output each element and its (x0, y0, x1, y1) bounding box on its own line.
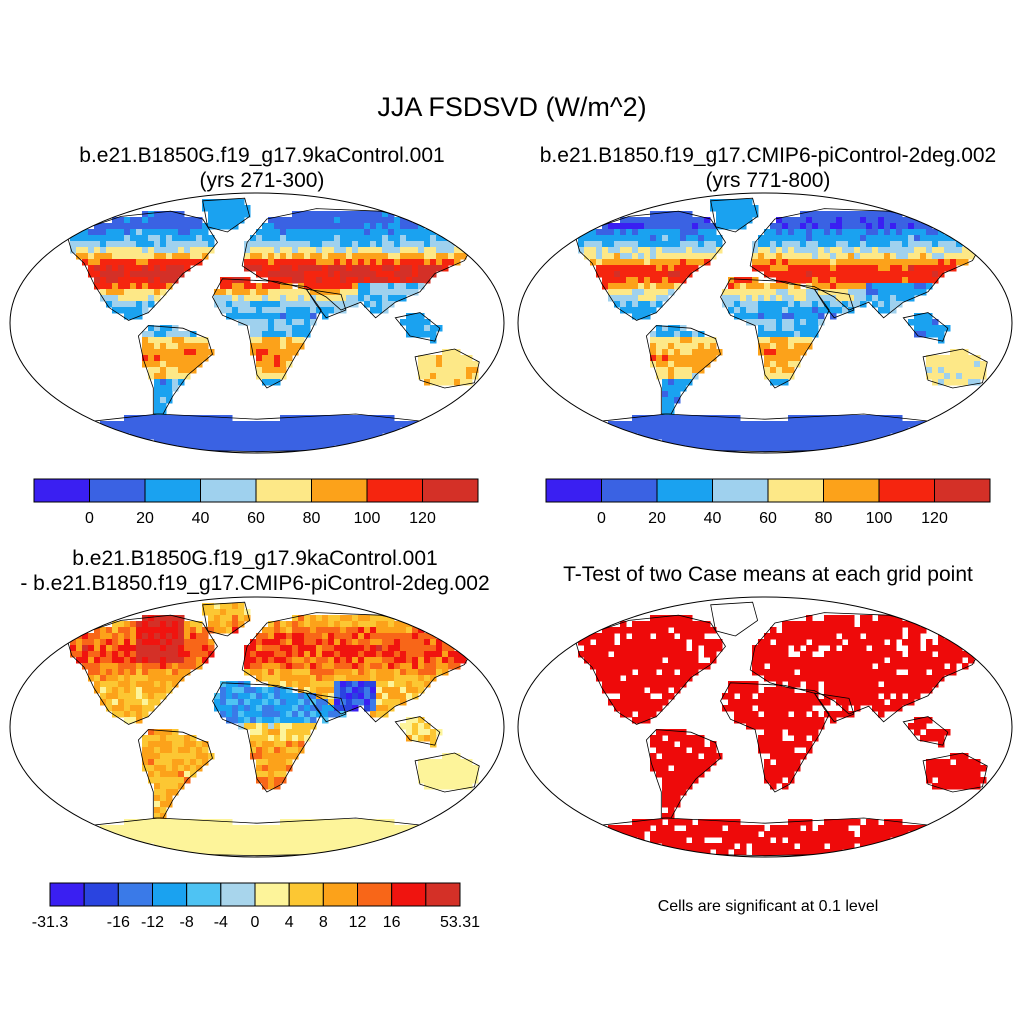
colorbar-case1-tick-label: 20 (136, 510, 154, 527)
panel-title-case2: b.e21.B1850.f19_g17.CMIP6-piControl-2deg… (512, 143, 1024, 193)
colorbar-case2-tick-label: 40 (704, 510, 722, 527)
panel-title-difference: b.e21.B1850G.f19_g17.9kaControl.001 - b.… (0, 546, 550, 596)
colorbar-case2-swatch (878, 478, 935, 503)
colorbar-case1-tick-label: 40 (192, 510, 210, 527)
colorbar-case1-tick-label: 120 (409, 510, 436, 527)
colorbar-difference-tick-label: -12 (141, 914, 164, 931)
panel-title-case1-line2: (yrs 271-300) (199, 169, 325, 192)
colorbar-case2-swatch (934, 478, 991, 503)
colorbar-difference-tick-label: -31.3 (32, 914, 69, 931)
colorbar-difference-swatch (83, 882, 119, 907)
significance-note: Cells are significant at 0.1 level (657, 898, 879, 915)
colorbar-difference-tick-label: 16 (383, 914, 401, 931)
colorbar-case1-swatch (255, 478, 312, 503)
colorbar-case1-swatch (422, 478, 479, 503)
colorbar-difference-swatch (117, 882, 154, 907)
map-case2-field (578, 199, 987, 452)
colorbar-case1-swatch (366, 478, 423, 503)
map-ttest-field (578, 615, 987, 856)
map-case1 (9, 192, 505, 454)
map-difference-border (9, 596, 505, 858)
colorbar-case2-tick-label: 80 (815, 510, 833, 527)
colorbar-difference-swatch (220, 882, 256, 907)
colorbar-case2-tick-label: 60 (759, 510, 777, 527)
colorbar-case1-tick-label: 100 (354, 510, 381, 527)
colorbar-case1-tick-label: 80 (303, 510, 321, 527)
colorbar-difference-tick-label: 0 (251, 914, 260, 931)
map-case2-border (517, 192, 1013, 454)
colorbar-case1-swatch (89, 478, 146, 503)
colorbar-difference-swatch (357, 882, 393, 907)
colorbar-difference-tick-label: -8 (180, 914, 194, 931)
colorbar-case2-swatch (545, 478, 602, 503)
colorbar-case1-tick-label: 0 (85, 510, 94, 527)
colorbar-difference-tick-label: -4 (214, 914, 228, 931)
colorbar-case1-tick-label: 60 (247, 510, 265, 527)
colorbar-case2-swatch (823, 478, 880, 503)
map-case1-border (9, 192, 505, 454)
colorbar-case2-tick-label: 20 (648, 510, 666, 527)
panel-title-case2-line1: b.e21.B1850.f19_g17.CMIP6-piControl-2deg… (539, 144, 997, 167)
colorbar-difference-tick-label: 8 (319, 914, 328, 931)
colorbar-difference-tick-label: 12 (349, 914, 367, 931)
colorbar-difference: -31.3 -16 -12 -8 -4 0 4 8 12 16 53.31 (32, 882, 480, 931)
colorbar-difference-swatch (186, 882, 222, 907)
panel-title-ttest: T-Test of two Case means at each grid po… (563, 563, 973, 586)
panel-title-difference-line1: b.e21.B1850G.f19_g17.9kaControl.001 (72, 547, 438, 570)
colorbar-case2-swatch (656, 478, 713, 503)
colorbar-case1-swatch (144, 478, 201, 503)
colorbar-difference-swatch (152, 882, 188, 907)
map-case2 (517, 192, 1013, 454)
colorbar-case2-tick-label: 120 (921, 510, 948, 527)
colorbar-case2: 0 20 40 60 80 100 120 (545, 478, 991, 527)
colorbar-case1-swatch (311, 478, 368, 503)
map-ttest (517, 596, 1013, 858)
colorbar-difference-tick-label: 4 (285, 914, 294, 931)
colorbar-case2-swatch (767, 478, 824, 503)
panel-title-case1-line1: b.e21.B1850G.f19_g17.9kaControl.001 (79, 144, 445, 167)
colorbar-difference-swatch (391, 882, 427, 907)
colorbar-case2-tick-label: 100 (866, 510, 893, 527)
map-ttest-border (517, 596, 1013, 858)
map-case1-field (70, 199, 479, 452)
map-difference-field (70, 603, 479, 856)
colorbar-difference-swatch (49, 882, 85, 907)
panel-title-difference-line2: - b.e21.B1850.f19_g17.CMIP6-piControl-2d… (20, 572, 490, 595)
colorbar-case2-tick-label: 0 (597, 510, 606, 527)
panel-title-case1: b.e21.B1850G.f19_g17.9kaControl.001 (yrs… (12, 143, 512, 193)
colorbar-difference-swatch (425, 882, 461, 907)
figure-title: JJA FSDSVD (W/m^2) (377, 92, 647, 122)
colorbar-difference-swatch (322, 882, 359, 907)
colorbar-case1: 0 20 40 60 80 100 120 (33, 478, 479, 527)
colorbar-case1-swatch (33, 478, 90, 503)
panel-title-case2-line2: (yrs 771-800) (705, 169, 831, 192)
map-difference (9, 596, 505, 858)
colorbar-case2-swatch (712, 478, 769, 503)
colorbars: 0 20 40 60 80 100 120 0 20 40 60 80 100 120-31.3 -16 -1… (32, 478, 991, 931)
colorbar-difference-tick-label: -16 (107, 914, 130, 931)
colorbar-difference-swatch (288, 882, 324, 907)
colorbar-case1-swatch (200, 478, 257, 503)
map-panels (9, 192, 1013, 858)
map-difference-coastlines (38, 601, 480, 857)
colorbar-difference-swatch (254, 882, 290, 907)
colorbar-difference-tick-label: 53.31 (440, 914, 480, 931)
colorbar-case2-swatch (601, 478, 658, 503)
